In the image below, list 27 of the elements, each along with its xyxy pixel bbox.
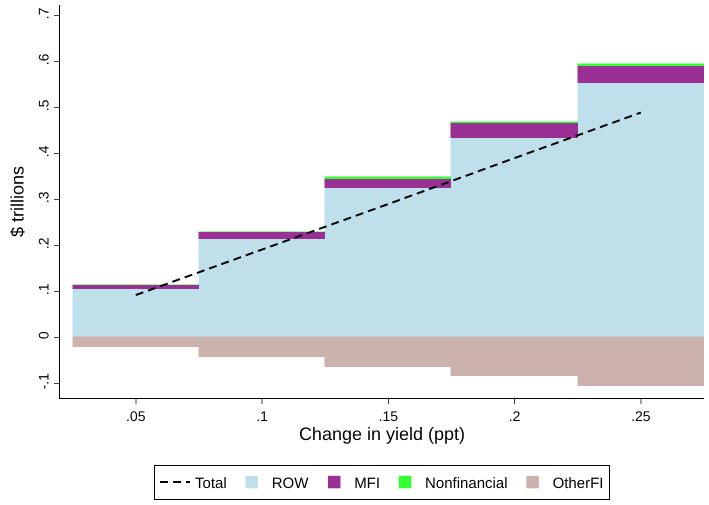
bar <box>72 284 199 289</box>
bar <box>324 178 451 188</box>
bar <box>198 232 325 239</box>
x-tick-label: .2 <box>508 408 521 424</box>
x-tick-label: .1 <box>256 408 268 424</box>
y-tick-label: .1 <box>35 283 52 296</box>
legend-label: ROW <box>272 474 310 492</box>
x-tick-label: .15 <box>378 408 398 424</box>
x-tick-label: .25 <box>631 408 651 424</box>
y-tick-label: .7 <box>35 7 52 20</box>
y-tick-label: .3 <box>35 191 52 204</box>
bar <box>450 122 578 138</box>
y-tick-label: .4 <box>35 145 52 158</box>
line-series <box>134 112 642 296</box>
legend-label: MFI <box>354 474 380 492</box>
y-axis-title: $ trillions <box>8 166 28 238</box>
x-tick-label: .05 <box>126 408 146 424</box>
x-axis-title: Change in yield (ppt) <box>298 424 466 444</box>
legend-label: OtherFI <box>552 474 604 492</box>
y-tick-label: 0 <box>35 331 52 340</box>
legend-label: Nonfinancial <box>425 474 508 492</box>
legend-label: Total <box>195 474 227 492</box>
y-tick-label: .6 <box>35 53 52 66</box>
y-tick-label: .5 <box>35 99 52 112</box>
bar <box>578 66 704 83</box>
y-tick-label: .2 <box>35 237 52 250</box>
y-tick-label: -.1 <box>35 372 52 390</box>
